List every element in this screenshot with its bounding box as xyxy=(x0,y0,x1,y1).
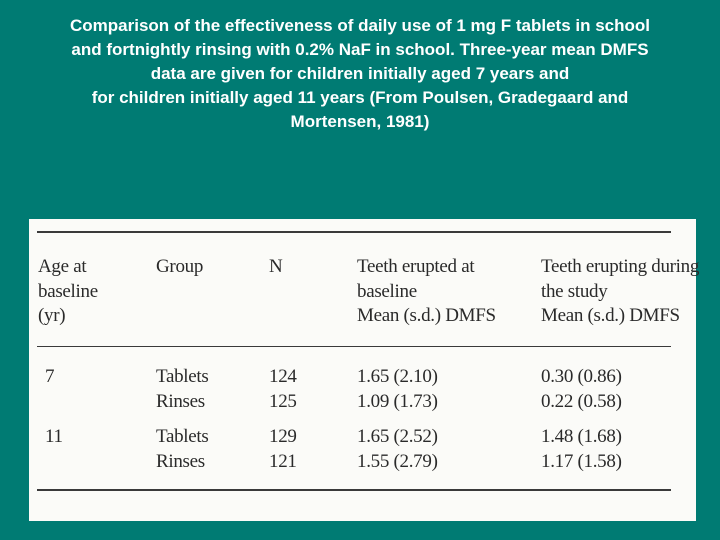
cell-erupted: 1.65 (2.52) 1.55 (2.79) xyxy=(357,426,438,472)
cell-n: 129 121 xyxy=(269,426,297,472)
slide-title: Comparison of the effectiveness of daily… xyxy=(10,14,710,134)
cell-age: 7 xyxy=(45,366,55,387)
table-header-rule xyxy=(37,346,671,347)
header-age: Age at baseline (yr) xyxy=(38,256,98,326)
cell-group: Tablets Rinses xyxy=(156,426,209,472)
title-line: for children initially aged 11 years (Fr… xyxy=(91,88,629,107)
header-teeth-erupted: Teeth erupted at baseline Mean (s.d.) DM… xyxy=(357,256,496,326)
cell-erupting: 0.30 (0.86) 0.22 (0.58) xyxy=(541,366,622,412)
header-n: N xyxy=(269,256,283,277)
cell-n: 124 125 xyxy=(269,366,297,412)
scanned-table: Age at baseline (yr) Group N Teeth erupt… xyxy=(29,219,700,521)
title-line: Comparison of the effectiveness of daily… xyxy=(69,16,650,35)
title-line: and fortnightly rinsing with 0.2% NaF in… xyxy=(71,40,649,59)
cell-age: 11 xyxy=(45,426,63,447)
title-line: data are given for children initially ag… xyxy=(150,64,570,83)
cell-group: Tablets Rinses xyxy=(156,366,209,412)
table-top-rule xyxy=(37,231,671,233)
title-line: Mortensen, 1981) xyxy=(290,112,430,131)
cell-erupted: 1.65 (2.10) 1.09 (1.73) xyxy=(357,366,438,412)
header-teeth-erupting: Teeth erupting during the study Mean (s.… xyxy=(541,256,700,326)
cell-erupting: 1.48 (1.68) 1.17 (1.58) xyxy=(541,426,622,472)
table-bottom-rule xyxy=(37,489,671,491)
header-group: Group xyxy=(156,256,204,277)
